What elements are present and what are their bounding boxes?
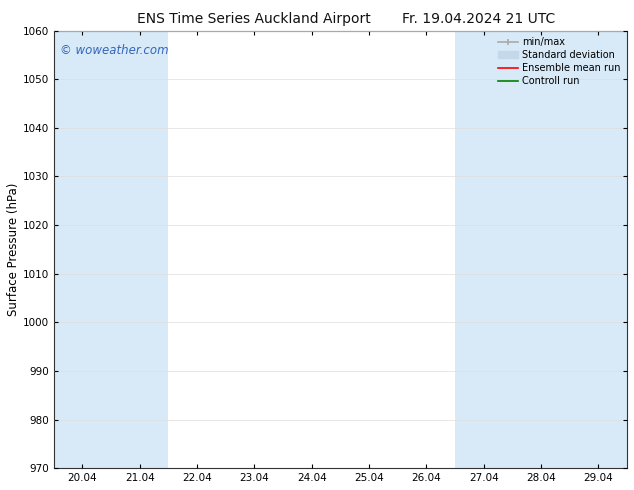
Y-axis label: Surface Pressure (hPa): Surface Pressure (hPa) [7,183,20,316]
Bar [54,30,111,468]
Bar [455,30,512,468]
Text: © woweather.com: © woweather.com [60,44,168,57]
Text: ENS Time Series Auckland Airport: ENS Time Series Auckland Airport [137,12,370,26]
Bar [111,30,169,468]
Legend: min/max, Standard deviation, Ensemble mean run, Controll run: min/max, Standard deviation, Ensemble me… [496,35,622,88]
Bar [570,30,627,468]
Text: Fr. 19.04.2024 21 UTC: Fr. 19.04.2024 21 UTC [402,12,555,26]
Bar [512,30,570,468]
